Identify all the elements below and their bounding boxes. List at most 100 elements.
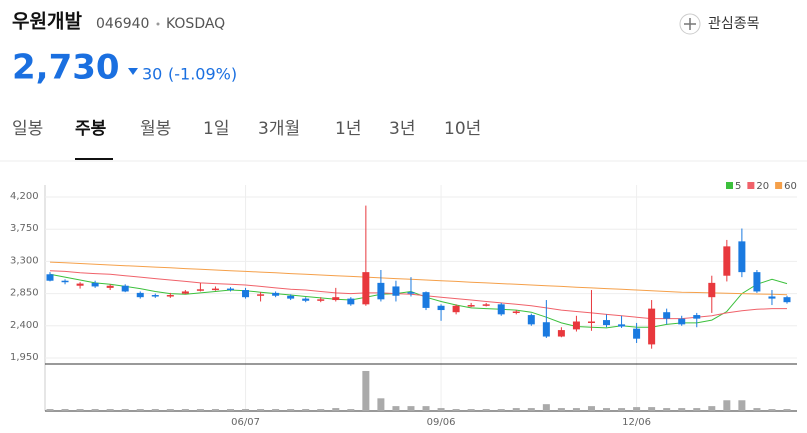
volume-bar: [302, 409, 310, 411]
candle-body: [362, 272, 370, 305]
candle-body: [181, 291, 189, 294]
volume-bar: [738, 400, 746, 411]
legend-label: 5: [735, 181, 741, 192]
candle-body: [587, 321, 595, 324]
volume-bar: [287, 409, 295, 411]
volume-bar: [618, 408, 626, 411]
volume-bar: [211, 409, 219, 411]
volume-bar: [708, 406, 716, 411]
candle-body: [317, 299, 325, 301]
volume-bar: [663, 408, 671, 411]
volume-bar: [226, 409, 234, 411]
candle-body: [76, 283, 84, 286]
y-tick-label: 3,750: [10, 223, 39, 234]
candle-body: [136, 292, 144, 298]
volume-bar: [181, 409, 189, 411]
candle-body: [196, 289, 204, 291]
candle-body: [106, 285, 114, 288]
volume-bar: [392, 406, 400, 411]
tab[interactable]: 3년: [389, 119, 415, 139]
candle-body: [377, 282, 385, 300]
volume-bar: [166, 409, 174, 411]
legend-swatch: [775, 182, 783, 189]
volume-bar: [407, 406, 415, 411]
tab[interactable]: 월봉: [140, 119, 171, 139]
volume-bar: [106, 409, 114, 411]
current-price: 2,730: [12, 48, 120, 88]
volume-bar: [257, 409, 265, 411]
candle-body: [678, 318, 686, 325]
y-tick-label: 2,400: [10, 320, 39, 331]
volume-bar: [693, 408, 701, 411]
candle-body: [482, 304, 490, 306]
separator: [156, 22, 160, 26]
tabs: 일봉 주봉 월봉 1일 3개월 1년 3년 10년: [12, 119, 481, 160]
candle-body: [61, 280, 69, 283]
candle-body: [467, 305, 475, 307]
candle-body: [287, 295, 295, 299]
tab[interactable]: 10년: [444, 119, 481, 139]
candle-body: [347, 298, 355, 305]
price-percent: (-1.09%): [168, 65, 237, 84]
y-tick-label: 2,850: [10, 288, 39, 299]
volume-bar: [678, 408, 686, 411]
legend-swatch: [747, 182, 755, 189]
moving-average: [49, 270, 787, 320]
price-change: 30: [142, 65, 162, 84]
volume-bar: [633, 407, 641, 411]
volume-bar: [753, 408, 761, 411]
candle-body: [783, 297, 791, 303]
candle-body: [437, 305, 445, 311]
y-tick-label: 1,950: [10, 352, 39, 363]
candle-body: [407, 292, 415, 294]
tab[interactable]: 1일: [203, 119, 229, 139]
candle-body: [572, 321, 580, 330]
volume-bar: [542, 404, 550, 411]
down-arrow: [128, 68, 138, 75]
candle-body: [557, 330, 565, 337]
tab[interactable]: 3개월: [258, 119, 300, 139]
y-tick-label: 4,200: [10, 191, 39, 202]
candle-body: [527, 315, 535, 325]
candle-body: [512, 311, 520, 313]
stock-code: 046940: [96, 16, 149, 32]
candle-body: [738, 241, 746, 273]
legend-label: 60: [784, 181, 797, 192]
candle-body: [272, 292, 280, 296]
candle-body: [422, 292, 430, 308]
tab[interactable]: 일봉: [12, 119, 43, 139]
volume-bar: [136, 409, 144, 411]
candle-body: [497, 304, 505, 315]
watch-icon: [679, 13, 701, 35]
candle-body: [633, 328, 641, 339]
candle-body: [708, 282, 716, 298]
volume-bar: [151, 409, 159, 411]
volume-bar: [362, 370, 370, 411]
tab[interactable]: 1년: [335, 119, 361, 139]
watch-label: 관심종목: [708, 16, 760, 32]
candle-body: [226, 288, 234, 291]
volume-bar: [587, 406, 595, 411]
stock-name: 우원개발: [12, 11, 82, 33]
x-tick-label: 09/06: [427, 417, 456, 428]
candle-body: [542, 322, 550, 337]
watch-button[interactable]: 관심종목: [679, 13, 760, 35]
volume-bar: [242, 409, 250, 411]
tab[interactable]: 주봉: [75, 119, 107, 139]
candle-body: [663, 312, 671, 319]
candle-body: [257, 294, 265, 296]
volume-bar: [91, 409, 99, 411]
volume-bar: [723, 400, 731, 411]
volume-bar: [377, 398, 385, 411]
moving-average: [49, 273, 788, 329]
volume-bar: [61, 409, 69, 411]
volume-bar: [512, 408, 520, 411]
candle-body: [618, 324, 626, 327]
candle-body: [121, 285, 129, 292]
volume-bar: [557, 408, 565, 411]
volume-bar: [783, 409, 791, 411]
volume-bar: [603, 408, 611, 411]
candle-body: [211, 288, 219, 291]
volume-bar: [482, 409, 490, 411]
volume-bar: [527, 408, 535, 411]
